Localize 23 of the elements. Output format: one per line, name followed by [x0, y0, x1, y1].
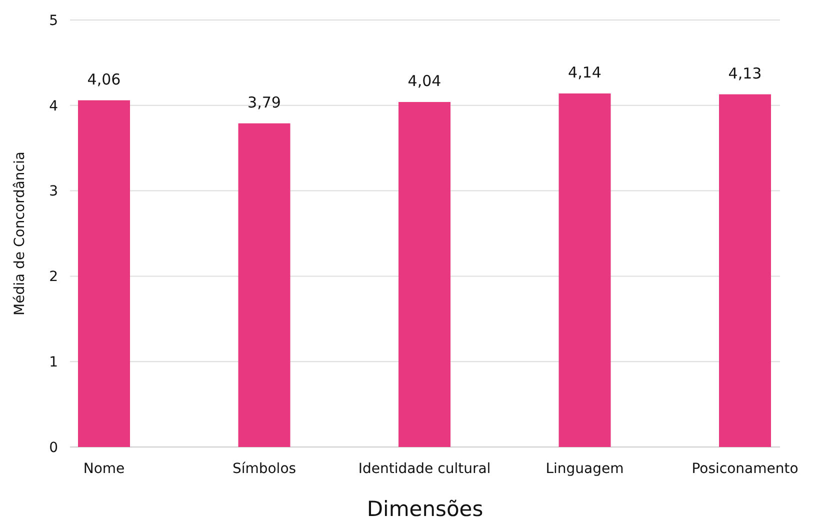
x-axis-title: Dimensões	[366, 497, 484, 521]
data-label: 4,04	[408, 72, 442, 90]
y-tick-label: 0	[49, 440, 58, 456]
bar	[78, 100, 130, 447]
bar	[238, 123, 290, 447]
x-tick-label: Identidade cultural	[358, 461, 491, 477]
data-label: 4,06	[87, 70, 121, 88]
data-label: 4,13	[728, 64, 762, 82]
bar	[398, 102, 450, 447]
y-tick-label: 2	[49, 269, 58, 286]
x-tick-label: Posiconamento	[692, 461, 798, 477]
bar	[719, 94, 771, 447]
y-tick-label: 3	[49, 184, 58, 200]
x-tick-label: Símbolos	[232, 461, 296, 477]
y-tick-label: 1	[49, 354, 58, 370]
x-tick-label: Nome	[83, 461, 125, 477]
data-label: 3,79	[248, 93, 281, 112]
y-axis-title: Média de Concordância	[12, 152, 28, 316]
data-label: 4,14	[568, 63, 602, 82]
y-tick-label: 4	[49, 98, 58, 114]
y-tick-label: 5	[49, 12, 58, 29]
bar	[558, 93, 611, 447]
x-tick-label: Linguagem	[546, 461, 624, 477]
